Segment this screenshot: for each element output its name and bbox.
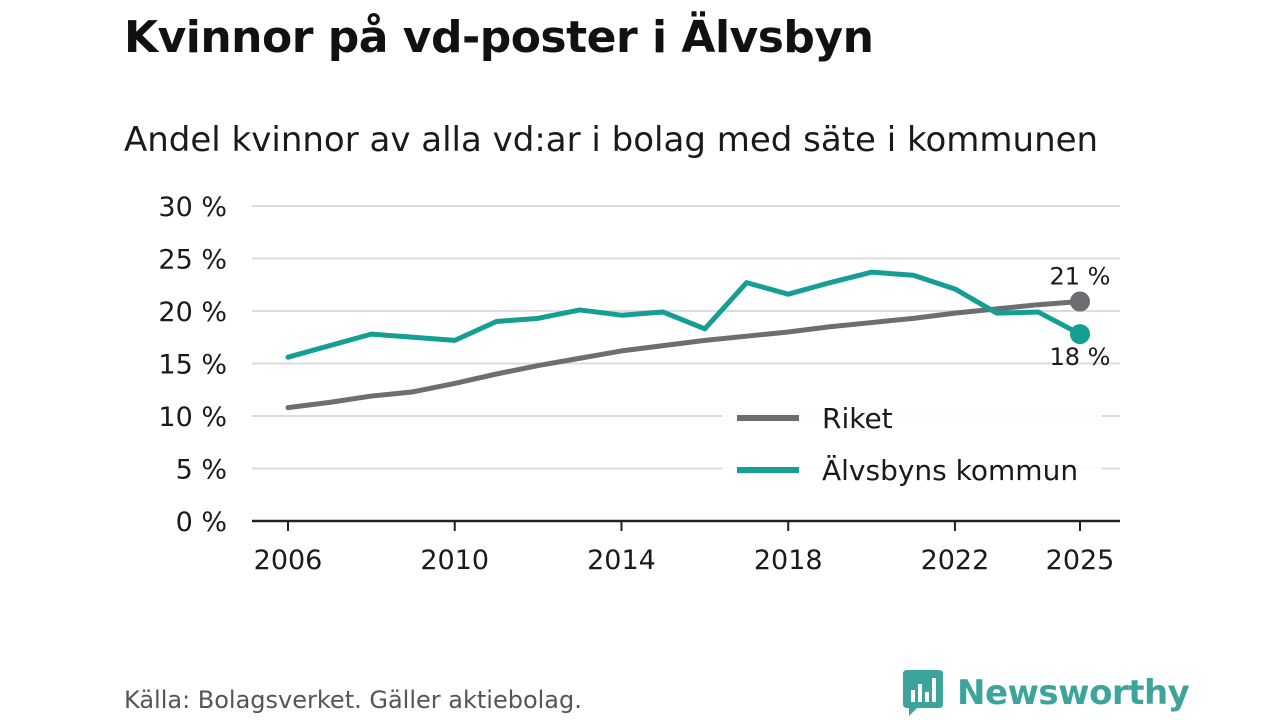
x-tick-label: 2025 bbox=[1046, 545, 1115, 576]
y-axis: 0 % 5 % 10 % 15 % 20 % 25 % 30 % bbox=[158, 192, 227, 538]
y-tick-label: 30 % bbox=[158, 192, 227, 223]
legend-background bbox=[722, 396, 1102, 496]
y-tick-label: 20 % bbox=[158, 297, 227, 328]
newsworthy-logo: Newsworthy bbox=[903, 670, 1190, 716]
legend: Riket Älvsbyns kommun bbox=[722, 396, 1102, 496]
y-tick-label: 0 % bbox=[176, 507, 227, 538]
x-axis: 2006 2010 2014 2018 2022 2025 bbox=[252, 519, 1120, 576]
x-tick-label: 2018 bbox=[754, 545, 823, 576]
newsworthy-logo-icon bbox=[903, 670, 943, 716]
y-tick-label: 25 % bbox=[158, 245, 227, 276]
x-tick-label: 2006 bbox=[254, 545, 323, 576]
endpoint-marker-riket bbox=[1070, 291, 1090, 312]
chart-title: Kvinnor på vd-poster i Älvsbyn bbox=[124, 12, 874, 63]
legend-label-riket: Riket bbox=[822, 402, 893, 435]
x-tick-label: 2010 bbox=[420, 545, 489, 576]
y-tick-label: 5 % bbox=[176, 455, 227, 486]
y-tick-label: 10 % bbox=[158, 402, 227, 433]
y-tick-label: 15 % bbox=[158, 350, 227, 381]
x-tick-label: 2022 bbox=[921, 545, 990, 576]
end-value-label-riket: 21 % bbox=[1050, 263, 1111, 291]
brand-name: Newsworthy bbox=[957, 673, 1190, 713]
chart-subtitle: Andel kvinnor av alla vd:ar i bolag med … bbox=[124, 120, 1099, 160]
source-note: Källa: Bolagsverket. Gäller aktiebolag. bbox=[124, 686, 582, 714]
series-line-alvsbyn bbox=[285, 269, 1083, 360]
end-value-label-alvsbyn: 18 % bbox=[1050, 343, 1111, 371]
series-lines: 21 % 18 % bbox=[285, 263, 1111, 411]
x-tick-label: 2014 bbox=[587, 545, 656, 576]
endpoint-marker-alvsbyn bbox=[1070, 324, 1090, 345]
legend-label-alvsbyn: Älvsbyns kommun bbox=[822, 454, 1078, 487]
series-line-riket bbox=[285, 299, 1083, 411]
